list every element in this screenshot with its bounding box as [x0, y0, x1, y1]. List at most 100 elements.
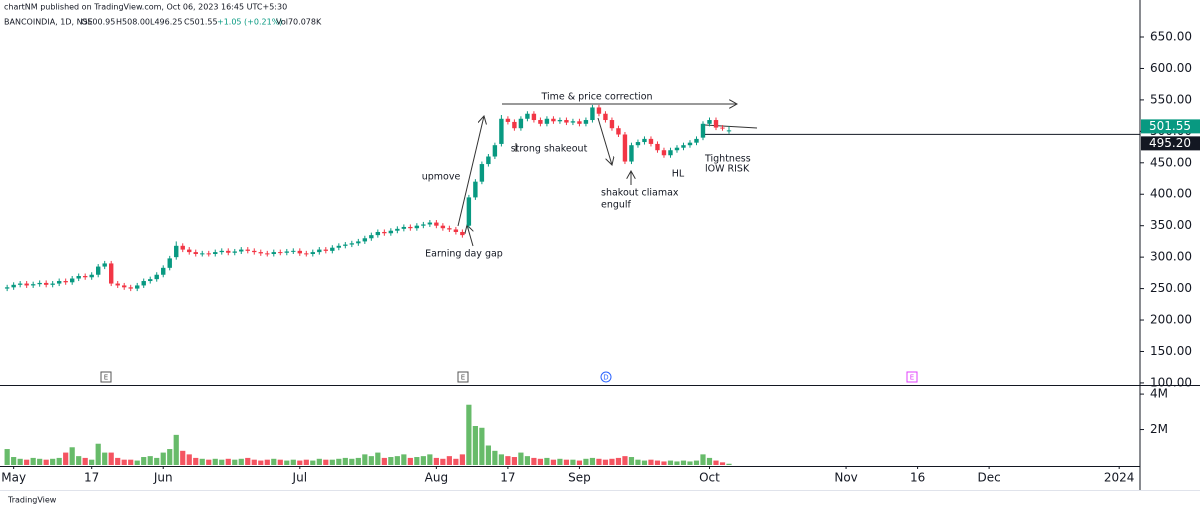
candle-body — [460, 231, 465, 236]
x-tick-label: Sep — [568, 471, 591, 485]
candle-body — [154, 274, 159, 280]
volume-bar — [648, 459, 654, 465]
volume-bar — [381, 457, 387, 465]
volume-value: Vol70.078K — [276, 18, 322, 27]
candle-body — [713, 120, 719, 128]
candle-body — [616, 128, 621, 135]
candle-body — [271, 252, 276, 254]
candle-body — [466, 197, 472, 226]
candle-body — [720, 127, 725, 129]
volume-bar — [271, 458, 277, 465]
volume-bar — [557, 458, 563, 465]
candle-body — [687, 142, 693, 146]
y-tick-label: 600.00 — [1150, 61, 1192, 75]
volume-bar — [251, 459, 257, 465]
volume-bar — [147, 456, 153, 465]
x-tick-label: Jun — [153, 471, 173, 485]
candle-body — [89, 274, 94, 278]
candle-body — [343, 244, 348, 246]
volume-bar — [570, 459, 576, 465]
candle-body — [707, 120, 712, 124]
volume-bar — [11, 457, 17, 465]
shakeout-arrow — [597, 117, 612, 165]
volume-bar — [310, 460, 316, 465]
candle-body — [401, 226, 407, 229]
volume-bar — [277, 459, 283, 465]
volume-bar — [154, 457, 160, 465]
volume-bar — [245, 457, 251, 465]
volume-tick-label: 2M — [1150, 422, 1168, 436]
y-tick-label: 400.00 — [1150, 187, 1192, 201]
volume-bar — [141, 457, 147, 465]
volume-bar — [537, 458, 544, 465]
candle-body — [284, 251, 289, 253]
candle-body — [694, 138, 699, 143]
candle-body — [499, 118, 504, 144]
candle-body — [479, 164, 485, 182]
volume-bar — [680, 460, 687, 465]
volume-bar — [329, 459, 335, 465]
volume-bar — [602, 459, 609, 465]
volume-bar — [206, 459, 212, 465]
volume-bar — [30, 457, 36, 465]
candle-body — [375, 231, 381, 236]
annotation: lOW RISK — [705, 164, 750, 175]
volume-bar — [24, 459, 30, 465]
annotation: Tightness — [704, 154, 751, 165]
candle-body — [219, 250, 224, 253]
volume-bar — [212, 458, 218, 465]
candle-body — [239, 249, 244, 252]
candle-body — [486, 156, 491, 165]
volume-bar — [336, 458, 342, 465]
volume-bar — [115, 457, 121, 465]
open-value: O500.95 — [81, 18, 115, 27]
candle-body — [681, 145, 686, 148]
candle-body — [668, 150, 673, 156]
candle-body — [544, 118, 550, 124]
candle-body — [440, 225, 446, 229]
candle-body — [551, 118, 556, 122]
volume-bar — [89, 459, 95, 465]
volume-bar — [316, 458, 322, 465]
candle-body — [187, 249, 192, 253]
volume-bar — [687, 461, 693, 465]
candle-body — [63, 281, 68, 283]
y-tick-label: 550.00 — [1150, 92, 1192, 106]
volume-bar — [349, 458, 355, 465]
volume-bar — [56, 457, 62, 465]
change-value: +1.05 (+0.21%) — [217, 18, 282, 27]
candle-body — [590, 107, 595, 121]
candle-body — [356, 241, 361, 244]
volume-bar — [238, 458, 244, 465]
volume-bar — [674, 461, 680, 465]
symbol: BANCOINDIA, 1D, NSE — [4, 18, 93, 27]
volume-bar — [550, 459, 557, 465]
volume-bar — [167, 449, 173, 465]
candle-body — [161, 267, 166, 275]
candle-body — [76, 276, 81, 279]
volume-tick-label: 4M — [1150, 387, 1168, 401]
candle-body — [648, 138, 654, 144]
x-tick-label: 17 — [500, 471, 515, 485]
candle-body — [518, 118, 524, 129]
volume-bar — [134, 460, 140, 465]
volume-bar — [726, 463, 732, 465]
volume-bar — [102, 452, 108, 465]
volume-bar — [466, 404, 472, 465]
volume-bar — [654, 460, 661, 465]
volume-bar — [193, 457, 199, 465]
candle-body — [135, 285, 140, 289]
candle-body — [382, 231, 387, 234]
y-tick-label: 100.00 — [1150, 375, 1192, 389]
candle-body — [17, 283, 23, 285]
volume-bar — [394, 456, 400, 465]
candle-body — [421, 224, 426, 226]
candle-body — [642, 138, 647, 143]
volume-bar — [596, 458, 602, 465]
candle-body — [148, 279, 153, 282]
candle-body — [180, 245, 185, 250]
candle-body — [473, 181, 478, 198]
volume-bar — [121, 459, 127, 465]
y-tick-label: 250.00 — [1150, 281, 1192, 295]
volume-bar — [264, 459, 270, 465]
